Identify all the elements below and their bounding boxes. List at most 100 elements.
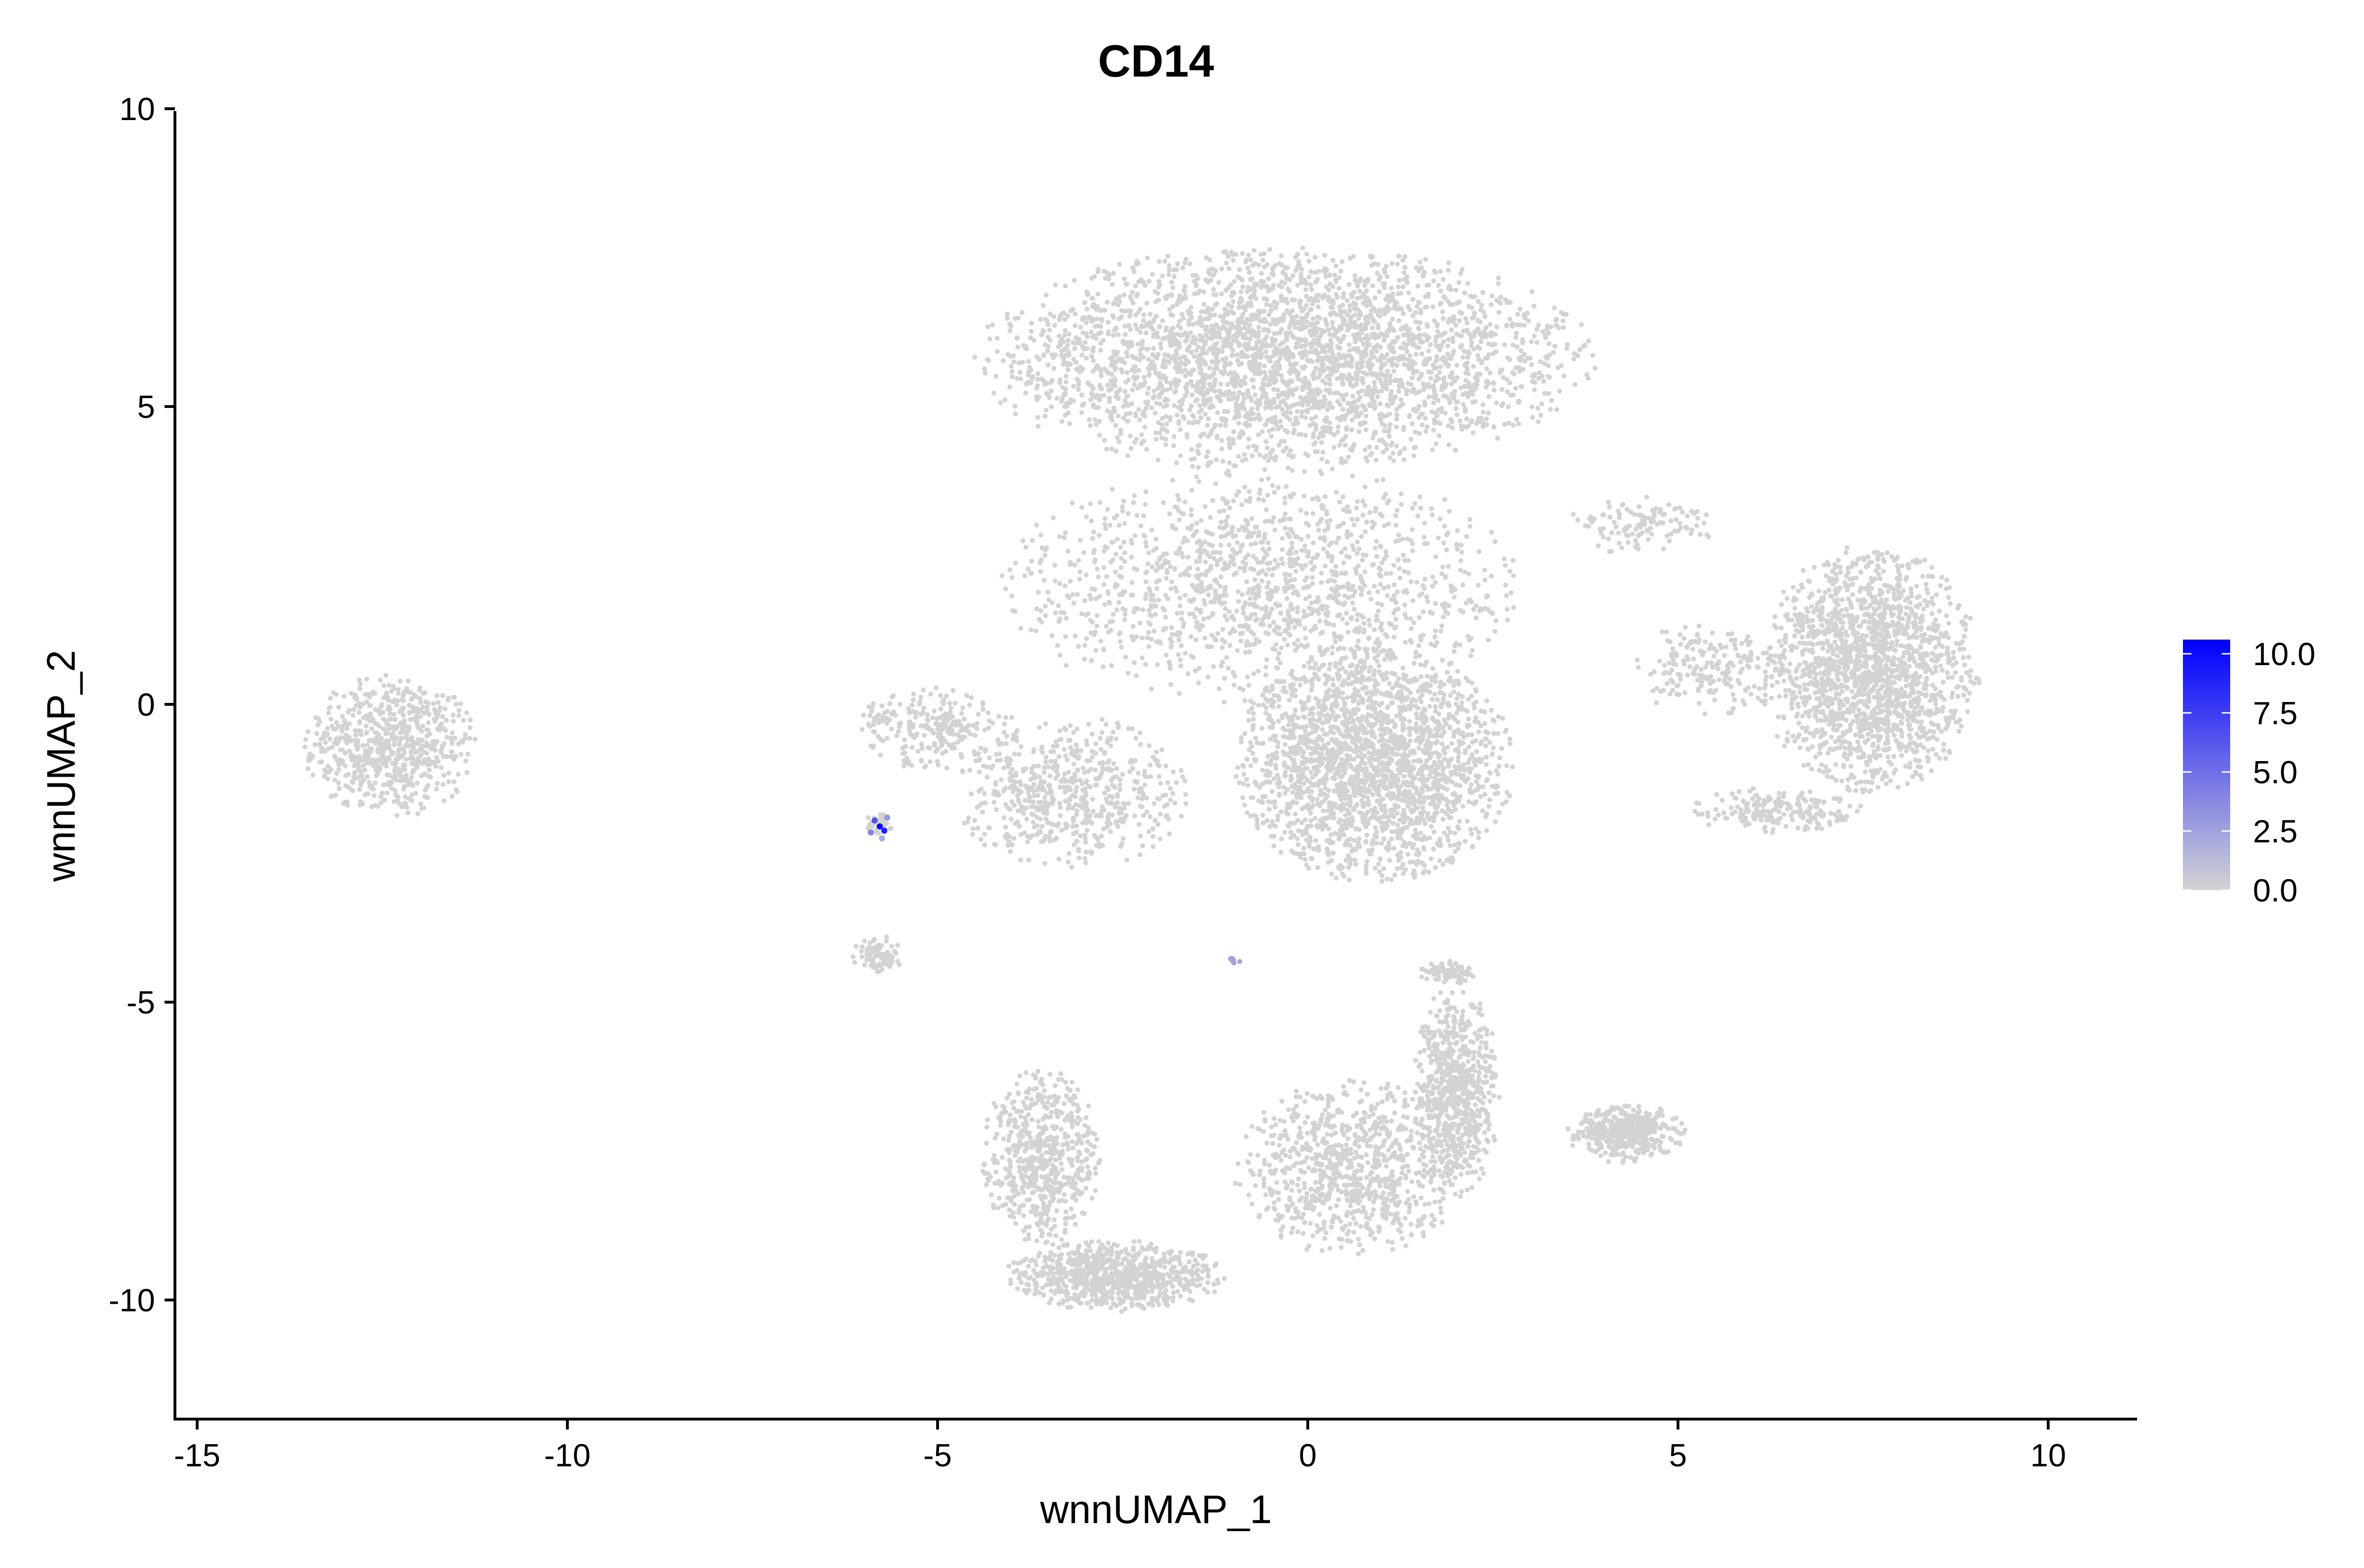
scatter-point-4575 <box>1263 572 1269 577</box>
scatter-point-3320 <box>1471 314 1477 320</box>
scatter-point-2034 <box>1347 348 1352 353</box>
scatter-point-4632 <box>1082 642 1087 648</box>
scatter-point-2619 <box>1363 347 1368 352</box>
scatter-point-3728 <box>1201 380 1207 385</box>
scatter-point-681 <box>367 760 372 766</box>
scatter-point-3701 <box>1252 358 1258 364</box>
scatter-point-4610 <box>1147 588 1153 594</box>
scatter-point-4768 <box>1284 596 1290 601</box>
scatter-point-4882 <box>1042 578 1047 583</box>
scatter-point-1355 <box>1167 268 1172 273</box>
scatter-point-4380 <box>1134 567 1139 572</box>
scatter-point-3162 <box>1352 312 1357 318</box>
scatter-point-3006 <box>1189 379 1194 384</box>
scatter-point-3506 <box>1344 360 1349 365</box>
scatter-point-2203 <box>1092 333 1097 338</box>
scatter-point-132 <box>364 730 369 736</box>
scatter-point-1543 <box>1502 422 1507 427</box>
scatter-point-2930 <box>1271 300 1277 305</box>
scatter-point-1157 <box>1565 342 1570 347</box>
scatter-point-3878 <box>1537 370 1542 375</box>
scatter-point-1812 <box>1350 393 1356 399</box>
scatter-point-3326 <box>1212 312 1217 318</box>
scatter-point-49 <box>369 726 374 731</box>
scatter-point-2735 <box>1410 313 1416 318</box>
scatter-point-4500 <box>1113 582 1119 587</box>
scatter-point-3746 <box>1195 354 1200 359</box>
scatter-point-2441 <box>1118 427 1123 433</box>
scatter-point-2397 <box>1531 303 1537 309</box>
scatter-point-2632 <box>1009 369 1015 374</box>
scatter-point-3955 <box>1298 508 1304 513</box>
scatter-point-152 <box>347 748 352 754</box>
scatter-point-4438 <box>1241 611 1246 616</box>
scatter-point-3263 <box>1561 325 1566 330</box>
scatter-point-4915 <box>1503 582 1508 588</box>
scatter-point-4881 <box>1263 665 1269 670</box>
scatter-point-1419 <box>1491 380 1496 385</box>
scatter-point-2239 <box>1538 413 1543 418</box>
scatter-point-1806 <box>1418 310 1424 316</box>
scatter-point-2283 <box>1391 369 1397 374</box>
scatter-point-1743 <box>1219 438 1225 443</box>
scatter-point-3247 <box>1197 333 1202 338</box>
scatter-point-1948 <box>1300 387 1305 392</box>
scatter-point-3416 <box>1089 354 1095 359</box>
scatter-point-3073 <box>1165 398 1171 403</box>
scatter-point-4084 <box>1179 643 1184 649</box>
scatter-point-4753 <box>1220 645 1225 650</box>
scatter-point-2437 <box>1317 315 1322 321</box>
scatter-point-3093 <box>1546 391 1551 396</box>
scatter-point-2345 <box>1242 396 1247 401</box>
scatter-point-2367 <box>1396 389 1401 394</box>
scatter-point-1215 <box>1337 442 1342 448</box>
scatter-point-110 <box>391 742 397 747</box>
scatter-point-3353 <box>1493 331 1498 337</box>
scatter-point-3854 <box>1373 431 1378 436</box>
scatter-point-3507 <box>1316 293 1321 298</box>
scatter-point-1411 <box>993 373 999 379</box>
scatter-point-3584 <box>1162 427 1167 432</box>
scatter-point-3514 <box>1334 292 1339 297</box>
scatter-point-3057 <box>1391 458 1397 464</box>
scatter-point-4527 <box>1278 660 1283 666</box>
scatter-point-2184 <box>1172 403 1177 408</box>
scatter-point-3612 <box>1143 283 1148 288</box>
scatter-point-3466 <box>1268 321 1273 327</box>
scatter-point-4832 <box>1393 513 1399 519</box>
scatter-point-1530 <box>1190 368 1195 373</box>
scatter-point-3475 <box>1407 413 1412 418</box>
scatter-point-3732 <box>1035 424 1041 429</box>
scatter-point-638 <box>401 778 407 783</box>
scatter-point-3333 <box>1298 344 1304 349</box>
scatter-point-4983 <box>1218 543 1224 548</box>
scatter-point-2631 <box>1039 376 1045 382</box>
scatter-point-4631 <box>1288 527 1294 532</box>
scatter-point-2293 <box>1431 383 1436 389</box>
scatter-point-1672 <box>985 324 991 329</box>
scatter-point-1290 <box>1311 316 1316 321</box>
scatter-point-2697 <box>1108 387 1114 392</box>
scatter-point-3536 <box>1467 331 1472 337</box>
scatter-point-3433 <box>1542 332 1548 338</box>
scatter-point-4035 <box>1383 571 1389 576</box>
scatter-point-2480 <box>1095 291 1101 297</box>
scatter-point-2430 <box>1135 291 1140 297</box>
scatter-point-3917 <box>1372 583 1377 589</box>
scatter-point-2300 <box>1284 308 1290 313</box>
scatter-point-1526 <box>1513 335 1519 340</box>
scatter-point-3889 <box>1402 265 1408 270</box>
scatter-point-4981 <box>1324 605 1330 610</box>
scatter-point-684 <box>413 694 419 699</box>
scatter-point-989 <box>1139 432 1144 437</box>
scatter-point-4116 <box>1505 617 1510 623</box>
scatter-point-4763 <box>1294 589 1299 595</box>
scatter-point-3535 <box>1124 340 1129 346</box>
scatter-point-1549 <box>1531 333 1537 338</box>
scatter-point-865 <box>1471 364 1476 369</box>
scatter-point-667 <box>403 794 408 800</box>
scatter-point-2703 <box>1352 273 1358 278</box>
scatter-point-1550 <box>1462 290 1467 295</box>
scatter-point-2467 <box>1293 268 1298 273</box>
